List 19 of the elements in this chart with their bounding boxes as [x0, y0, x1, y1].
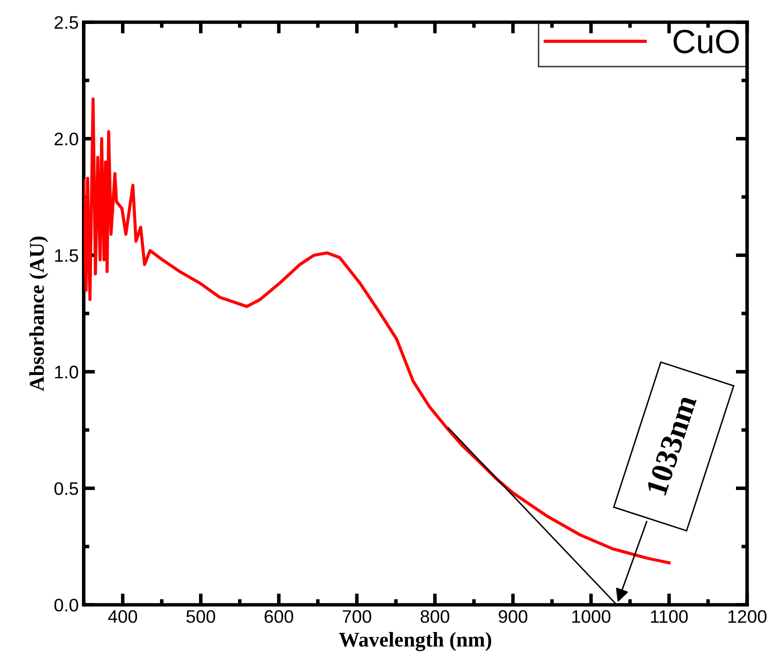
- x-tick-label: 700: [342, 610, 372, 623]
- y-tick-label: 0.0: [54, 598, 78, 612]
- y-tick-label: 1.5: [55, 249, 78, 262]
- y-axis-title: Absorbance (AU): [29, 236, 48, 392]
- y-tick-label: 2.0: [54, 132, 78, 146]
- y-tick-label: 1.0: [55, 366, 78, 378]
- y-tick-label: 0.5: [54, 482, 78, 495]
- x-tick-label: 600: [264, 610, 294, 623]
- x-tick-label: 1100: [651, 610, 688, 623]
- x-axis-title: Wavelength (nm): [339, 632, 492, 652]
- x-tick-label: 800: [420, 610, 450, 623]
- text: CuO: [674, 30, 739, 54]
- x-tick-label: 1200: [728, 610, 766, 623]
- x-tick-label: 900: [498, 610, 528, 623]
- y-tick-label: 2.5: [54, 16, 78, 29]
- x-tick-label: 500: [186, 610, 216, 623]
- x-tick-label: 1000: [572, 610, 610, 623]
- x-tick-label: 400: [108, 610, 138, 623]
- annotation: 1033nm: [646, 394, 697, 496]
